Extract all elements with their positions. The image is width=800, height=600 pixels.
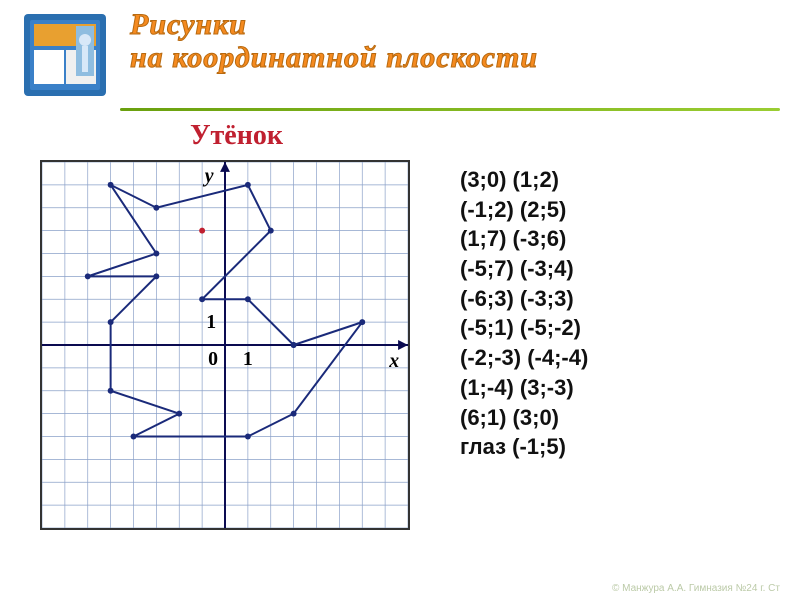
svg-text:1: 1 <box>243 348 253 370</box>
coord-line: (1;-4) (3;-3) <box>460 373 588 403</box>
svg-text:1: 1 <box>206 311 216 333</box>
svg-text:у: у <box>203 165 214 187</box>
figure-subtitle: Утёнок <box>190 120 283 152</box>
coord-line: (-2;-3) (-4;-4) <box>460 343 588 373</box>
textbook-icon <box>20 10 110 100</box>
coord-line: (-1;2) (2;5) <box>460 195 588 225</box>
coord-line: (-6;3) (-3;3) <box>460 284 588 314</box>
title-line-1: Рисунки <box>130 8 538 41</box>
header-divider <box>120 108 780 111</box>
footer-credit: © Манжура А.А. Гимназия №24 г. Ст <box>612 583 780 594</box>
coord-line: (3;0) (1;2) <box>460 165 588 195</box>
coord-line: (6;1) (3;0) <box>460 403 588 433</box>
title-line-2: на координатной плоскости <box>130 41 538 74</box>
coord-line: (-5;7) (-3;4) <box>460 254 588 284</box>
coord-line: глаз (-1;5) <box>460 432 588 462</box>
svg-text:0: 0 <box>208 348 218 370</box>
svg-text:х: х <box>388 350 399 372</box>
page-title: Рисунки на координатной плоскости <box>130 8 538 74</box>
coordinate-list: (3;0) (1;2)(-1;2) (2;5)(1;7) (-3;6)(-5;7… <box>460 165 588 462</box>
coord-line: (1;7) (-3;6) <box>460 224 588 254</box>
coordinate-chart: 0 1 1 х у <box>40 160 410 530</box>
coord-line: (-5;1) (-5;-2) <box>460 313 588 343</box>
